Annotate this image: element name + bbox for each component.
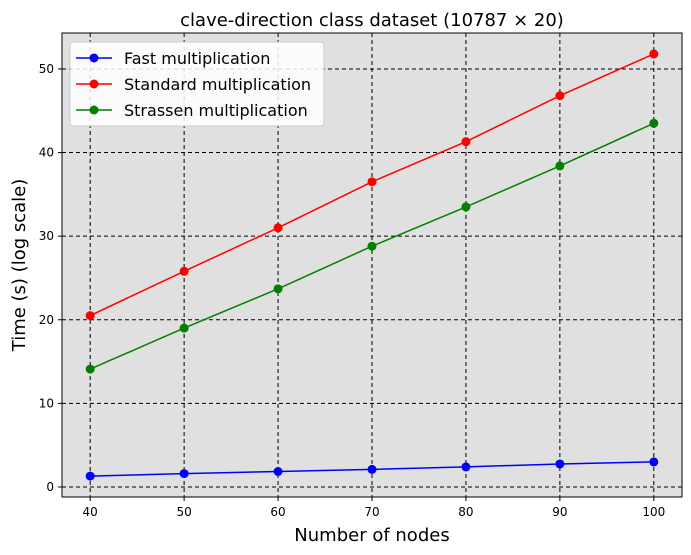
x-tick-label: 40 xyxy=(83,505,98,519)
series-2 xyxy=(85,118,659,374)
x-tick-label: 90 xyxy=(552,505,567,519)
data-point xyxy=(649,118,659,128)
series-layer xyxy=(85,49,659,481)
legend-marker xyxy=(89,79,99,89)
data-point xyxy=(461,462,471,472)
y-axis-title: Time (s) (log scale) xyxy=(9,179,30,353)
x-tick-label: 80 xyxy=(458,505,473,519)
data-point xyxy=(179,266,189,276)
legend-marker xyxy=(89,105,99,115)
y-axis-ticks: 0 10 20 30 40 50 xyxy=(39,62,62,494)
data-point xyxy=(273,284,283,294)
data-point xyxy=(179,323,189,333)
data-point xyxy=(461,137,471,147)
series-0 xyxy=(85,457,659,481)
series-1 xyxy=(85,49,659,321)
chart-title: clave-direction class dataset (10787 × 2… xyxy=(180,10,564,31)
data-point xyxy=(85,311,95,321)
data-point xyxy=(649,457,659,467)
plot-frame xyxy=(61,32,683,498)
y-tick-label: 50 xyxy=(39,62,54,76)
data-point xyxy=(85,364,95,374)
y-tick-label: 30 xyxy=(39,229,54,243)
data-point xyxy=(367,241,377,251)
x-axis-title: Number of nodes xyxy=(294,525,449,546)
legend-label: Standard multiplication xyxy=(124,75,311,94)
y-tick-label: 0 xyxy=(46,480,54,494)
legend-box xyxy=(69,41,325,127)
data-point xyxy=(85,471,95,481)
x-tick-label: 100 xyxy=(642,505,665,519)
data-point xyxy=(273,223,283,233)
data-point xyxy=(555,459,565,469)
legend-label: Strassen multiplication xyxy=(124,101,308,120)
legend-marker xyxy=(89,53,99,63)
legend-label: Fast multiplication xyxy=(124,49,270,68)
data-point xyxy=(367,464,377,474)
legend: Fast multiplication Standard multiplicati… xyxy=(69,41,325,127)
x-tick-label: 60 xyxy=(270,505,285,519)
data-point xyxy=(367,177,377,187)
data-point xyxy=(179,469,189,479)
data-point xyxy=(273,467,283,477)
y-tick-label: 40 xyxy=(39,146,54,160)
x-tick-label: 70 xyxy=(364,505,379,519)
y-tick-label: 10 xyxy=(39,396,54,410)
data-point xyxy=(555,161,565,171)
data-point xyxy=(461,202,471,212)
data-point xyxy=(555,91,565,101)
data-point xyxy=(649,49,659,59)
x-axis-ticks: 40 50 60 70 80 90 100 xyxy=(83,497,665,519)
x-tick-label: 50 xyxy=(176,505,191,519)
y-tick-label: 20 xyxy=(39,313,54,327)
